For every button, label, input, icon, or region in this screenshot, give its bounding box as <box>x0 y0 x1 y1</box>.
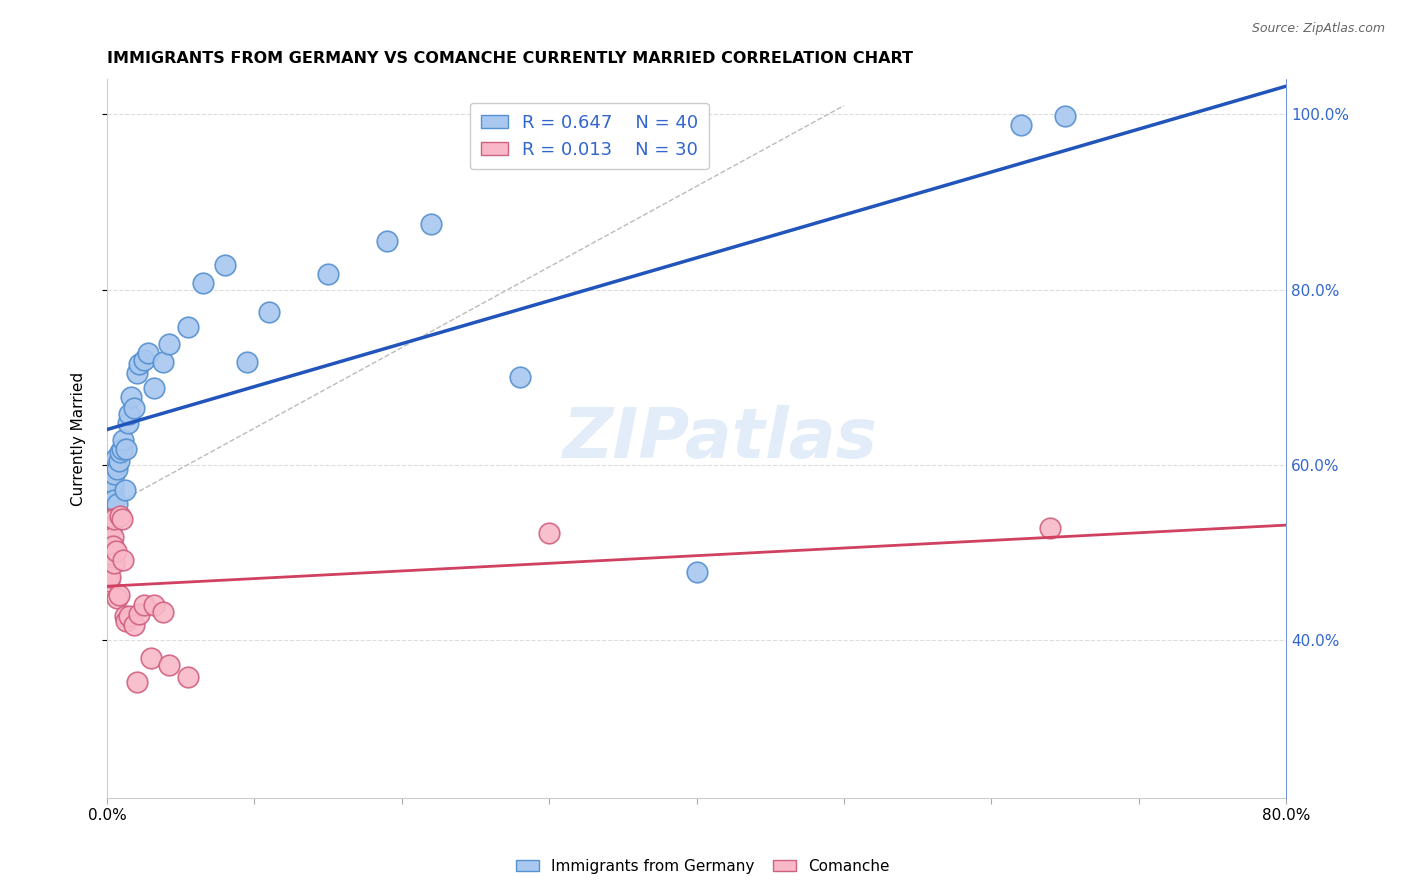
Point <box>152 354 174 368</box>
Point <box>112 434 135 448</box>
Point <box>108 588 131 602</box>
Legend: R = 0.647    N = 40, R = 0.013    N = 30: R = 0.647 N = 40, R = 0.013 N = 30 <box>470 103 709 169</box>
Point <box>191 276 214 290</box>
Point <box>128 357 150 371</box>
Point <box>111 512 134 526</box>
Point <box>103 556 125 570</box>
Point <box>111 442 134 457</box>
Point <box>97 574 120 588</box>
Point <box>685 565 707 579</box>
Point <box>1039 521 1062 535</box>
Point <box>117 416 139 430</box>
Point <box>152 605 174 619</box>
Point <box>1053 109 1076 123</box>
Point <box>257 304 280 318</box>
Point <box>108 453 131 467</box>
Point <box>100 521 122 535</box>
Point <box>214 258 236 272</box>
Point <box>103 512 125 526</box>
Point <box>125 675 148 690</box>
Point <box>420 217 443 231</box>
Point <box>100 512 122 526</box>
Point <box>132 352 155 367</box>
Y-axis label: Currently Married: Currently Married <box>72 372 86 506</box>
Point <box>118 407 141 421</box>
Point <box>143 381 166 395</box>
Point <box>104 450 127 465</box>
Point <box>120 390 142 404</box>
Point <box>141 650 163 665</box>
Point <box>157 337 180 351</box>
Point <box>115 614 138 628</box>
Text: IMMIGRANTS FROM GERMANY VS COMANCHE CURRENTLY MARRIED CORRELATION CHART: IMMIGRANTS FROM GERMANY VS COMANCHE CURR… <box>107 51 912 66</box>
Point <box>115 442 138 457</box>
Point <box>143 599 166 613</box>
Text: ZIPatlas: ZIPatlas <box>562 405 877 472</box>
Point <box>112 552 135 566</box>
Point <box>157 657 180 672</box>
Point <box>101 539 124 553</box>
Point <box>98 498 121 512</box>
Point <box>97 556 120 570</box>
Point <box>101 530 124 544</box>
Point <box>114 608 136 623</box>
Point <box>236 354 259 368</box>
Point <box>105 591 128 606</box>
Point <box>122 401 145 415</box>
Legend: Immigrants from Germany, Comanche: Immigrants from Germany, Comanche <box>510 853 896 880</box>
Point <box>509 370 531 384</box>
Point <box>375 235 398 249</box>
Point <box>177 670 200 684</box>
Point <box>101 484 124 499</box>
Point <box>177 319 200 334</box>
Point <box>103 467 125 481</box>
Text: Source: ZipAtlas.com: Source: ZipAtlas.com <box>1251 22 1385 36</box>
Point <box>114 483 136 497</box>
Point <box>105 498 128 512</box>
Point <box>110 445 132 459</box>
Point <box>118 608 141 623</box>
Point <box>110 508 132 523</box>
Point <box>138 346 160 360</box>
Point <box>1010 118 1032 132</box>
Point <box>98 570 121 584</box>
Point <box>538 526 561 541</box>
Point <box>100 493 122 508</box>
Point <box>104 544 127 558</box>
Point <box>97 506 120 520</box>
Point <box>125 366 148 380</box>
Point <box>316 267 339 281</box>
Point <box>104 458 127 472</box>
Point <box>122 617 145 632</box>
Point <box>103 493 125 508</box>
Point <box>128 607 150 621</box>
Point <box>105 462 128 476</box>
Point <box>132 599 155 613</box>
Point <box>98 548 121 562</box>
Point <box>101 475 124 490</box>
